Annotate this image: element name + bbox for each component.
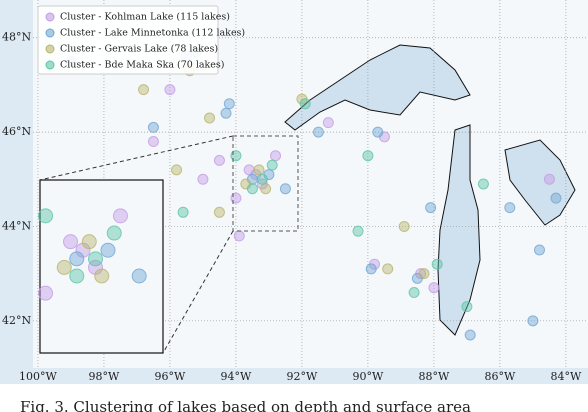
lake-point [408, 287, 420, 299]
inset-point [112, 208, 128, 224]
lake-point [418, 268, 430, 280]
x-tick-label: 100°W [19, 370, 57, 383]
legend-marker [45, 60, 55, 70]
lake-point [464, 329, 476, 341]
lake-point [362, 150, 374, 162]
lake-point [527, 315, 539, 327]
inset-point [106, 225, 122, 241]
lake-point [533, 244, 545, 256]
lake-point [322, 117, 334, 129]
lake-point [197, 173, 209, 185]
inset-point [38, 208, 54, 224]
zoom-line [39, 135, 234, 181]
lake-point [425, 202, 437, 214]
x-tick-label: 84°W [550, 370, 581, 383]
inset-point [69, 251, 85, 267]
lake-point [312, 126, 324, 138]
lake-point [220, 107, 232, 119]
legend-marker [45, 12, 55, 22]
inset-point [69, 268, 85, 284]
inset-point [75, 242, 91, 258]
lake-point [428, 282, 440, 294]
lake-point [461, 301, 473, 313]
lake-point [253, 164, 265, 176]
zoom-line [162, 230, 234, 354]
x-tick-label: 90°W [353, 370, 384, 383]
lake-point [477, 178, 489, 190]
lake-point [270, 150, 282, 162]
lake-point [177, 206, 189, 218]
lake-point [213, 154, 225, 166]
lake-point [279, 183, 291, 195]
inset-point [131, 268, 147, 284]
inset-point [56, 259, 72, 275]
lake-point [256, 173, 268, 185]
ticks: 100°W 98°W 96°W 94°W 92°W 90°W 88°W 86°W 84°W 42°… [2, 31, 582, 383]
x-tick-label: 98°W [89, 370, 120, 383]
inset-point [100, 242, 116, 258]
legend-label: Cluster - Bde Maka Ska (70 lakes) [60, 60, 225, 71]
lake-point [260, 183, 272, 195]
inset-point [87, 259, 103, 275]
inset [39, 179, 164, 354]
legend-label: Cluster - Gervais Lake (78 lakes) [60, 44, 218, 55]
legend-label: Cluster - Lake Minnetonka (112 lakes) [60, 28, 245, 39]
lake-point [204, 112, 216, 124]
x-tick-label: 94°W [221, 370, 252, 383]
lake-superior [284, 44, 471, 131]
lake-point [382, 263, 394, 275]
lake-point [147, 136, 159, 148]
lake-point [365, 263, 377, 275]
zoom-box [232, 135, 299, 232]
lake-point [147, 121, 159, 133]
lake-michigan [437, 124, 481, 336]
legend-marker [45, 44, 55, 54]
lake-point [223, 98, 235, 110]
inset-point [38, 285, 54, 301]
lake-point [266, 159, 278, 171]
x-tick-label: 92°W [287, 370, 318, 383]
lake-point [550, 192, 562, 204]
y-tick-label: 42°N [2, 314, 31, 327]
lake-point [431, 258, 443, 270]
y-tick-label: 46°N [2, 125, 31, 138]
inset-point [81, 234, 97, 250]
lake-point [171, 164, 183, 176]
legend-label: Cluster - Kohlman Lake (115 lakes) [60, 12, 230, 23]
y-tick-label: 48°N [2, 31, 31, 44]
x-tick-label: 86°W [484, 370, 515, 383]
lake-point [230, 192, 242, 204]
legend: Cluster - Kohlman Lake (115 lakes) Cluste… [37, 5, 245, 75]
inset-point [87, 251, 103, 267]
inset-point [94, 268, 110, 284]
lake-point [543, 173, 555, 185]
inset-point [63, 234, 79, 250]
lake-point [504, 202, 516, 214]
y-tick-label: 44°N [2, 219, 31, 232]
lake-point [230, 150, 242, 162]
lake-point [213, 206, 225, 218]
lake-point [299, 98, 311, 110]
lake-point [233, 230, 245, 242]
lake-point [138, 84, 150, 96]
lake-point [164, 84, 176, 96]
x-tick-label: 88°W [419, 370, 450, 383]
lake-huron [504, 139, 576, 226]
lake-point [352, 225, 364, 237]
lake-point [246, 183, 258, 195]
legend-marker [45, 28, 55, 38]
inset-points [38, 208, 147, 301]
lake-point [398, 220, 410, 232]
x-tick-label: 96°W [155, 370, 186, 383]
caption: Fig. 3. Clustering of lakes based on dep… [20, 398, 471, 412]
lake-point [372, 126, 384, 138]
lake-point [243, 164, 255, 176]
legend-box [37, 5, 219, 75]
